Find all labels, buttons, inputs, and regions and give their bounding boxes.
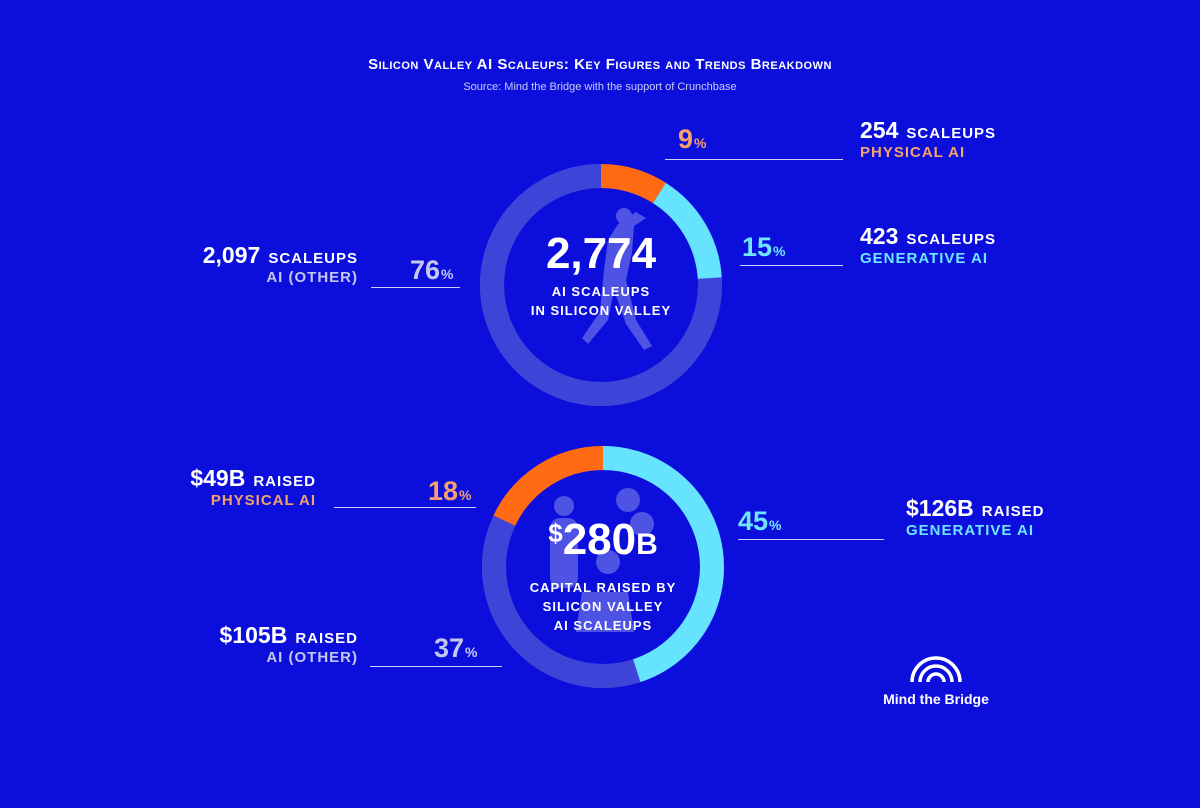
donut1-other-line [371, 287, 460, 288]
chart-subtitle: Source: Mind the Bridge with the support… [463, 81, 737, 93]
other-category: AI (OTHER) [266, 269, 358, 286]
pct-symbol: % [459, 487, 472, 503]
donut1-physical-label: 254 SCALEUPS PHYSICAL AI [860, 117, 996, 161]
logo-text: Mind the Bridge [883, 691, 989, 707]
donut1-arc-ai-other [480, 164, 722, 406]
pct-value: 37 [434, 633, 465, 663]
other-capital-category: AI (OTHER) [266, 649, 358, 666]
donut2-physical-label: $49B RAISED PHYSICAL AI [190, 465, 316, 509]
donut2-center-line1: CAPITAL RAISED BY [529, 580, 677, 595]
donut1-figure-icon [582, 208, 652, 350]
pct-value: 9 [678, 124, 694, 154]
donut2-other-label: $105B RAISED AI (OTHER) [220, 622, 358, 666]
mind-the-bridge-logo: Mind the Bridge [876, 654, 996, 707]
donut1-center: 2,774 AI SCALEUPS IN SILICON VALLEY [476, 232, 726, 320]
donut2-generative-label: $126B RAISED GENERATIVE AI [906, 495, 1044, 539]
generative-category: GENERATIVE AI [860, 250, 989, 267]
generative-amount: $126B [906, 495, 974, 521]
donut2-people-money-icon [550, 488, 654, 632]
donut2-arc-ai-other [482, 515, 641, 688]
donut2-physical-line [334, 507, 476, 508]
donut1-arc-physical-ai [600, 164, 666, 204]
pct-symbol: % [465, 644, 478, 660]
donut2-total-value: 280 [562, 515, 637, 564]
donut1-other-label: 2,097 SCALEUPS AI (OTHER) [203, 242, 358, 286]
pct-value: 45 [738, 506, 769, 536]
donut2-arc-physical-ai [493, 446, 604, 526]
other-raised: RAISED [295, 630, 358, 647]
donut2-center-line2: SILICON VALLEY [542, 599, 664, 614]
physical-unit: SCALEUPS [906, 125, 997, 142]
generative-raised: RAISED [981, 503, 1045, 520]
physical-capital-category: PHYSICAL AI [210, 492, 316, 509]
donut1-generative-label: 423 SCALEUPS GENERATIVE AI [860, 223, 996, 267]
generative-count: 423 [860, 223, 899, 249]
donut-chart-capital [482, 446, 724, 688]
pct-value: 15 [742, 232, 773, 262]
donut2-other-line [370, 666, 502, 667]
other-count: 2,097 [202, 242, 261, 268]
donut1-other-pct: 76% [410, 255, 454, 286]
donut1-total: 2,774 [545, 229, 657, 278]
donut1-generative-line [740, 265, 843, 266]
physical-amount: $49B [190, 465, 246, 491]
generative-capital-category: GENERATIVE AI [906, 522, 1035, 539]
donut1-physical-pct: 9% [678, 124, 706, 155]
donut2-center-line3: AI SCALEUPS [553, 618, 653, 633]
donut2-arc-generative-ai [602, 446, 724, 683]
chart-title: Silicon Valley AI Scaleups: Key Figures … [368, 56, 832, 73]
donut2-generative-line [738, 539, 884, 540]
physical-count: 254 [860, 117, 899, 143]
pct-symbol: % [769, 517, 782, 533]
generative-unit: SCALEUPS [906, 231, 997, 248]
pct-value: 18 [428, 476, 459, 506]
pct-symbol: % [773, 243, 786, 259]
other-amount: $105B [219, 622, 288, 648]
donut-chart-scaleups [480, 164, 722, 406]
donut2-total: $280B [478, 518, 728, 562]
donut1-arc-generative-ai [652, 182, 722, 280]
donut2-other-pct: 37% [434, 633, 478, 664]
physical-raised: RAISED [253, 473, 316, 490]
donut1-center-line2: IN SILICON VALLEY [530, 303, 672, 318]
donut1-physical-line [665, 159, 843, 160]
pct-symbol: % [694, 135, 707, 151]
donut1-center-line1: AI SCALEUPS [551, 284, 651, 299]
bridge-arcs-icon [910, 656, 962, 683]
other-unit: SCALEUPS [268, 250, 358, 267]
dollar-sign: $ [548, 518, 563, 548]
donut1-generative-pct: 15% [742, 232, 786, 263]
billion-suffix: B [636, 528, 658, 561]
donut2-generative-pct: 45% [738, 506, 782, 537]
donut2-physical-pct: 18% [428, 476, 472, 507]
donut2-center: $280B CAPITAL RAISED BY SILICON VALLEY A… [478, 518, 728, 635]
pct-value: 76 [410, 255, 441, 285]
pct-symbol: % [441, 266, 454, 282]
physical-category: PHYSICAL AI [860, 144, 966, 161]
